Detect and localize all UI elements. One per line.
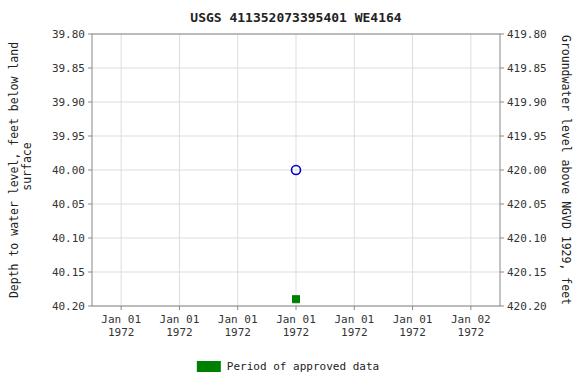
text-line: surface (20, 142, 34, 197)
plot-frame (92, 34, 500, 306)
tick-mark (500, 68, 504, 69)
tick-label: 39.90 (52, 96, 85, 109)
tick-mark (88, 306, 92, 307)
tick-mark (88, 136, 92, 137)
text-line: 1972 (166, 326, 193, 339)
tick-mark (354, 306, 355, 310)
tick-label: 420.15 (507, 266, 547, 279)
tick-label: 39.95 (52, 130, 85, 143)
tick-label: 420.10 (507, 232, 547, 245)
grid-line (354, 34, 355, 306)
tick-label: 419.90 (507, 96, 547, 109)
text-line: Groundwater level above NGVD 1929, feet (559, 35, 573, 305)
marks (292, 166, 301, 303)
tick-label: 420.00 (507, 164, 547, 177)
tick-label: 419.80 (507, 28, 547, 41)
text-line: 1972 (399, 326, 426, 339)
point (292, 166, 301, 175)
tick-label: Jan 011972 (393, 313, 433, 339)
text-line: 1972 (341, 326, 368, 339)
text-line: Depth to water level, feet below land (7, 42, 21, 298)
tick-label: 40.05 (52, 198, 85, 211)
legend-swatch (197, 361, 221, 372)
tick-label: 40.15 (52, 266, 85, 279)
text-line: 1972 (283, 326, 310, 339)
text-line: 1972 (108, 326, 135, 339)
text-line: Jan 01 (276, 313, 316, 326)
tick-mark (88, 68, 92, 69)
tick-mark (88, 238, 92, 239)
title: USGS 411352073395401 WE4164 (190, 10, 401, 25)
tick-mark (500, 136, 504, 137)
tick-mark (237, 306, 238, 310)
tick-label: Jan 011972 (101, 313, 141, 339)
tick-mark (500, 306, 504, 307)
tick-label: 420.20 (507, 300, 547, 313)
text-line: Jan 01 (334, 313, 374, 326)
axis-label: Groundwater level above NGVD 1929, feet (559, 35, 573, 305)
tick-label: 39.85 (52, 62, 85, 75)
tick-label: 419.85 (507, 62, 547, 75)
tick-label: 420.05 (507, 198, 547, 211)
text-line: Jan 01 (160, 313, 200, 326)
grid-line (412, 34, 413, 306)
tick-mark (121, 306, 122, 310)
tick-mark (88, 204, 92, 205)
point (293, 296, 300, 303)
background (0, 0, 576, 384)
tick-mark (88, 272, 92, 273)
tick-label: 40.10 (52, 232, 85, 245)
tick-label: Jan 011972 (334, 313, 374, 339)
tick-mark (88, 34, 92, 35)
chart: USGS 411352073395401 WE416439.8039.8539.… (0, 0, 576, 384)
tick-label: Jan 011972 (276, 313, 316, 339)
tick-label: Jan 011972 (160, 313, 200, 339)
grid (92, 34, 500, 306)
grid-line (121, 34, 122, 306)
text-line: Jan 01 (393, 313, 433, 326)
tick-label: Jan 021972 (451, 313, 491, 339)
tick-mark (500, 34, 504, 35)
legend-label: Period of approved data (227, 360, 379, 373)
tick-mark (500, 272, 504, 273)
tick-mark (88, 170, 92, 171)
tick-mark (470, 306, 471, 310)
tick-label: 40.20 (52, 300, 85, 313)
tick-label: 40.00 (52, 164, 85, 177)
grid-line (470, 34, 471, 306)
grid-line (237, 34, 238, 306)
axis-label: Depth to water level, feet below land su… (7, 42, 34, 298)
tick-mark (500, 204, 504, 205)
grid-line (296, 34, 297, 306)
tick-label: Jan 011972 (218, 313, 258, 339)
grid-line (179, 34, 180, 306)
legend: Period of approved data (197, 360, 379, 373)
tick-mark (412, 306, 413, 310)
axes: 39.80 39.85 39.90 39.95 40.00 40.05 40.10 40.15… (52, 28, 547, 339)
text-line: Jan 01 (101, 313, 141, 326)
text-line: 1972 (458, 326, 485, 339)
tick-mark (500, 170, 504, 171)
tick-mark (296, 306, 297, 310)
text-line: 1972 (224, 326, 251, 339)
text-line: Jan 02 (451, 313, 491, 326)
tick-label: 419.95 (507, 130, 547, 143)
tick-mark (500, 102, 504, 103)
tick-mark (88, 102, 92, 103)
tick-mark (179, 306, 180, 310)
tick-label: 39.80 (52, 28, 85, 41)
tick-mark (500, 238, 504, 239)
text-line: Jan 01 (218, 313, 258, 326)
